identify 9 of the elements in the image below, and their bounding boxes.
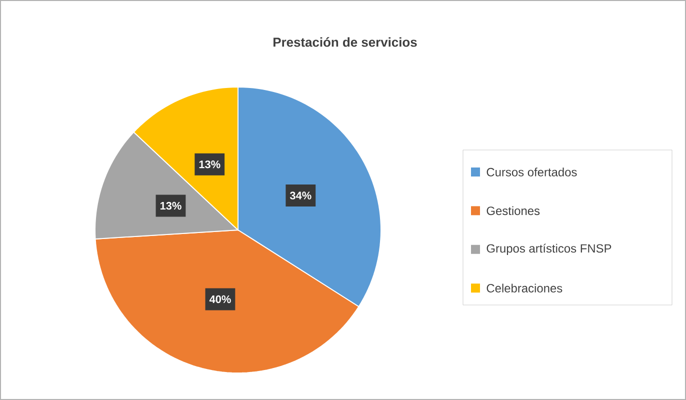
legend-label: Cursos ofertados — [486, 168, 577, 176]
legend-label: Grupos artísticos FNSP — [486, 244, 612, 256]
data-label: 13% — [160, 202, 182, 210]
legend-label: Celebraciones — [486, 284, 562, 292]
legend-label: Gestiones — [486, 206, 540, 216]
data-label: 40% — [209, 295, 231, 304]
data-label: 13% — [199, 160, 220, 168]
chart-title: Prestación de servicios — [274, 37, 417, 47]
data-label: 34% — [290, 192, 312, 200]
